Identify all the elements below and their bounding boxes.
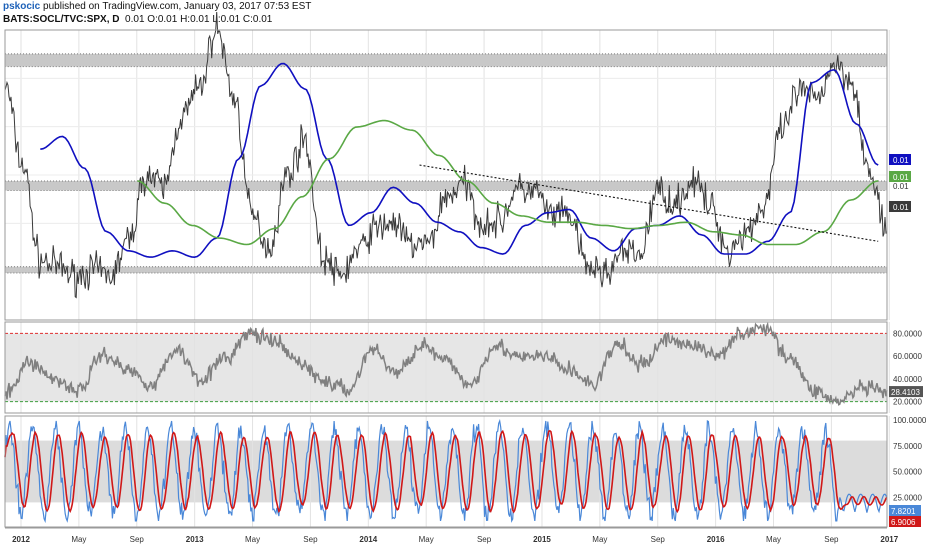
- trendline: [419, 164, 879, 242]
- x-tick-label: May: [245, 535, 260, 544]
- stochastic-y-tick-label: 25.0000: [893, 493, 922, 502]
- ohlc-values: 0.01 O:0.01 H:0.01 L:0.01 C:0.01: [125, 14, 273, 25]
- panel-border: [4, 321, 888, 414]
- stochastic-y-tick-label: 100.0000: [893, 416, 927, 425]
- x-tick-label: Sep: [477, 535, 492, 544]
- rsi-shaded-zone: [5, 333, 887, 402]
- last-value-label: 0.01: [893, 173, 909, 182]
- x-tick-label: 2017: [880, 535, 898, 544]
- symbol-info: BATS:SOCL/TVC:SPX, D 0.01 O:0.01 H:0.01 …: [3, 14, 272, 25]
- stochastic-current-value: 6.9006: [891, 518, 916, 527]
- x-tick-label: Sep: [651, 535, 666, 544]
- rsi-value-badge: [889, 386, 923, 398]
- last-value-badge: [889, 201, 911, 212]
- stochastic-k-line: [4, 418, 888, 524]
- last-value-label: 0.01: [893, 203, 909, 212]
- author-name[interactable]: pskocic: [3, 1, 41, 12]
- rsi-y-tick-label: 40.0000: [893, 375, 922, 384]
- horizontal-zone: [4, 53, 888, 68]
- x-tick-label: Sep: [824, 535, 839, 544]
- x-tick-label: 2013: [186, 535, 204, 544]
- rsi-y-tick-label: 80.0000: [893, 329, 922, 338]
- x-tick-label: May: [592, 535, 607, 544]
- panel-border: [4, 29, 888, 321]
- stochastic-y-tick-label: 75.0000: [893, 442, 922, 451]
- price-line: [4, 11, 888, 299]
- x-tick-label: 2014: [359, 535, 377, 544]
- fast-moving-average-line: [40, 62, 879, 259]
- x-tick-label: Sep: [130, 535, 145, 544]
- rsi-current-value: 28.4103: [891, 388, 920, 397]
- stochastic-y-tick-label: 50.0000: [893, 468, 922, 477]
- x-tick-label: May: [71, 535, 86, 544]
- x-tick-label: 2012: [12, 535, 30, 544]
- published-text: published on TradingView.com, January 03…: [43, 1, 312, 12]
- panel-border: [4, 415, 888, 528]
- rsi-line: [4, 321, 888, 406]
- x-tick-label: 2016: [707, 535, 725, 544]
- rsi-y-tick-label: 60.0000: [893, 352, 922, 361]
- last-value-label: 0.01: [893, 156, 909, 165]
- x-tick-label: May: [766, 535, 781, 544]
- slow-moving-average-line: [137, 119, 879, 246]
- stochastic-value-badge: [889, 516, 921, 527]
- stochastic-current-value: 7.8201: [891, 507, 916, 516]
- horizontal-zone: [4, 180, 888, 191]
- stochastic-d-line: [4, 428, 888, 514]
- x-tick-label: Sep: [303, 535, 318, 544]
- last-value-badge: [889, 171, 911, 182]
- stochastic-value-badge: [889, 505, 921, 516]
- publish-info: pskocic published on TradingView.com, Ja…: [3, 1, 311, 12]
- symbol-name: BATS:SOCL/TVC:SPX, D: [3, 14, 120, 25]
- last-value-badge: [889, 154, 911, 165]
- rsi-y-tick-label: 20.0000: [893, 398, 922, 407]
- x-tick-label: 2015: [533, 535, 551, 544]
- horizontal-zone: [4, 266, 888, 274]
- x-tick-label: May: [419, 535, 434, 544]
- last-value-label: 0.01: [893, 182, 909, 191]
